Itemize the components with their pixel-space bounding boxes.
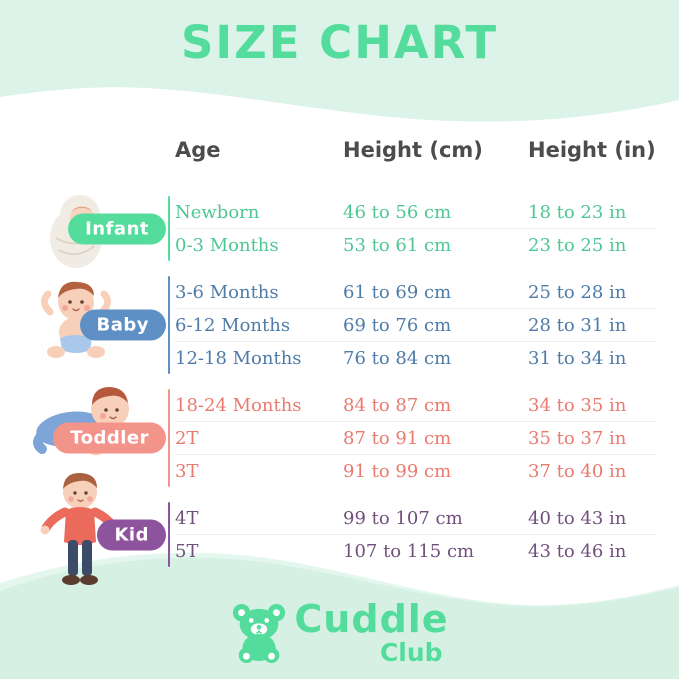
group-kid-rows: 4T 99 to 107 cm 40 to 43 in 5T 107 to 11… [170,502,656,567]
page-title: SIZE CHART [180,16,499,69]
group-toddler-label-area: Toddler [28,387,168,487]
cell-age: Newborn [175,201,260,223]
table-row: 4T 99 to 107 cm 40 to 43 in [175,502,656,535]
brand-name-sub: Club [379,638,443,667]
group-toddler-divider [168,389,170,487]
cell-height-cm: 76 to 84 cm [343,347,452,369]
cell-age: 6-12 Months [175,314,291,336]
cell-height-cm: 53 to 61 cm [343,234,452,256]
group-toddler-pill: Toddler [53,422,166,454]
table-row: 12-18 Months 76 to 84 cm 31 to 34 in [175,342,656,374]
table-row: 6-12 Months 69 to 76 cm 28 to 31 in [175,309,656,342]
group-kid-pill: Kid [97,519,166,550]
group-kid-label-area: Kid [28,472,168,585]
cell-height-cm: 91 to 99 cm [343,460,452,482]
cell-height-cm: 99 to 107 cm [343,507,463,529]
brand-logo: Cuddle Club [0,600,679,665]
cell-height-in: 34 to 35 in [528,394,627,416]
table-row: 2T 87 to 91 cm 35 to 37 in [175,422,656,455]
cell-height-in: 40 to 43 in [528,507,627,529]
cell-age: 3-6 Months [175,281,279,303]
group-baby-rows: 3-6 Months 61 to 69 cm 25 to 28 in 6-12 … [170,276,656,374]
table-row: 3T 91 to 99 cm 37 to 40 in [175,455,656,487]
group-toddler-rows: 18-24 Months 84 to 87 cm 34 to 35 in 2T … [170,389,656,487]
cell-age: 5T [175,540,199,562]
group-infant-pill: Infant [68,213,166,244]
cell-age: 4T [175,507,199,529]
size-table: Age Height (cm) Height (in) [28,138,656,585]
table-row: 0-3 Months 53 to 61 cm 23 to 25 in [175,229,656,261]
cell-height-in: 23 to 25 in [528,234,627,256]
cell-height-cm: 84 to 87 cm [343,394,452,416]
brand-name-main: Cuddle [294,597,449,641]
cell-height-in: 37 to 40 in [528,460,627,482]
cell-height-cm: 69 to 76 cm [343,314,452,336]
cell-height-in: 28 to 31 in [528,314,627,336]
group-kid: Kid 4T 99 to 107 cm 40 to 43 in 5T 107 t… [28,472,656,585]
cell-height-cm: 61 to 69 cm [343,281,452,303]
group-baby: Baby 3-6 Months 61 to 69 cm 25 to 28 in … [28,276,656,374]
cell-height-in: 43 to 46 in [528,540,627,562]
group-baby-pill: Baby [79,309,166,341]
table-row: 5T 107 to 115 cm 43 to 46 in [175,535,656,567]
group-infant-rows: Newborn 46 to 56 cm 18 to 23 in 0-3 Mont… [170,196,656,261]
teddy-bear-icon [233,603,286,663]
cell-age: 18-24 Months [175,394,302,416]
group-infant-label-area: Infant [28,195,168,268]
table-header-row: Age Height (cm) Height (in) [175,138,656,196]
cell-age: 3T [175,460,199,482]
group-toddler: Toddler 18-24 Months 84 to 87 cm 34 to 3… [28,387,656,487]
header-height-cm: Height (cm) [343,138,483,162]
group-baby-divider [168,276,170,374]
cell-height-in: 31 to 34 in [528,347,627,369]
cell-age: 2T [175,427,199,449]
header-height-in: Height (in) [528,138,656,162]
cell-height-cm: 87 to 91 cm [343,427,452,449]
group-infant-divider [168,196,170,261]
group-infant: Infant Newborn 46 to 56 cm 18 to 23 in 0… [28,195,656,268]
table-row: Newborn 46 to 56 cm 18 to 23 in [175,196,656,229]
crawling-toddler-icon [33,387,129,456]
cell-height-in: 25 to 28 in [528,281,627,303]
cell-age: 12-18 Months [175,347,302,369]
cell-age: 0-3 Months [175,234,279,256]
brand-name: Cuddle Club [294,600,448,665]
cell-height-in: 35 to 37 in [528,427,627,449]
cell-height-cm: 46 to 56 cm [343,201,452,223]
group-baby-label-area: Baby [28,276,168,374]
table-row: 3-6 Months 61 to 69 cm 25 to 28 in [175,276,656,309]
cell-height-cm: 107 to 115 cm [343,540,475,562]
header-age: Age [175,138,221,162]
cell-height-in: 18 to 23 in [528,201,627,223]
table-row: 18-24 Months 84 to 87 cm 34 to 35 in [175,389,656,422]
group-kid-divider [168,502,170,567]
